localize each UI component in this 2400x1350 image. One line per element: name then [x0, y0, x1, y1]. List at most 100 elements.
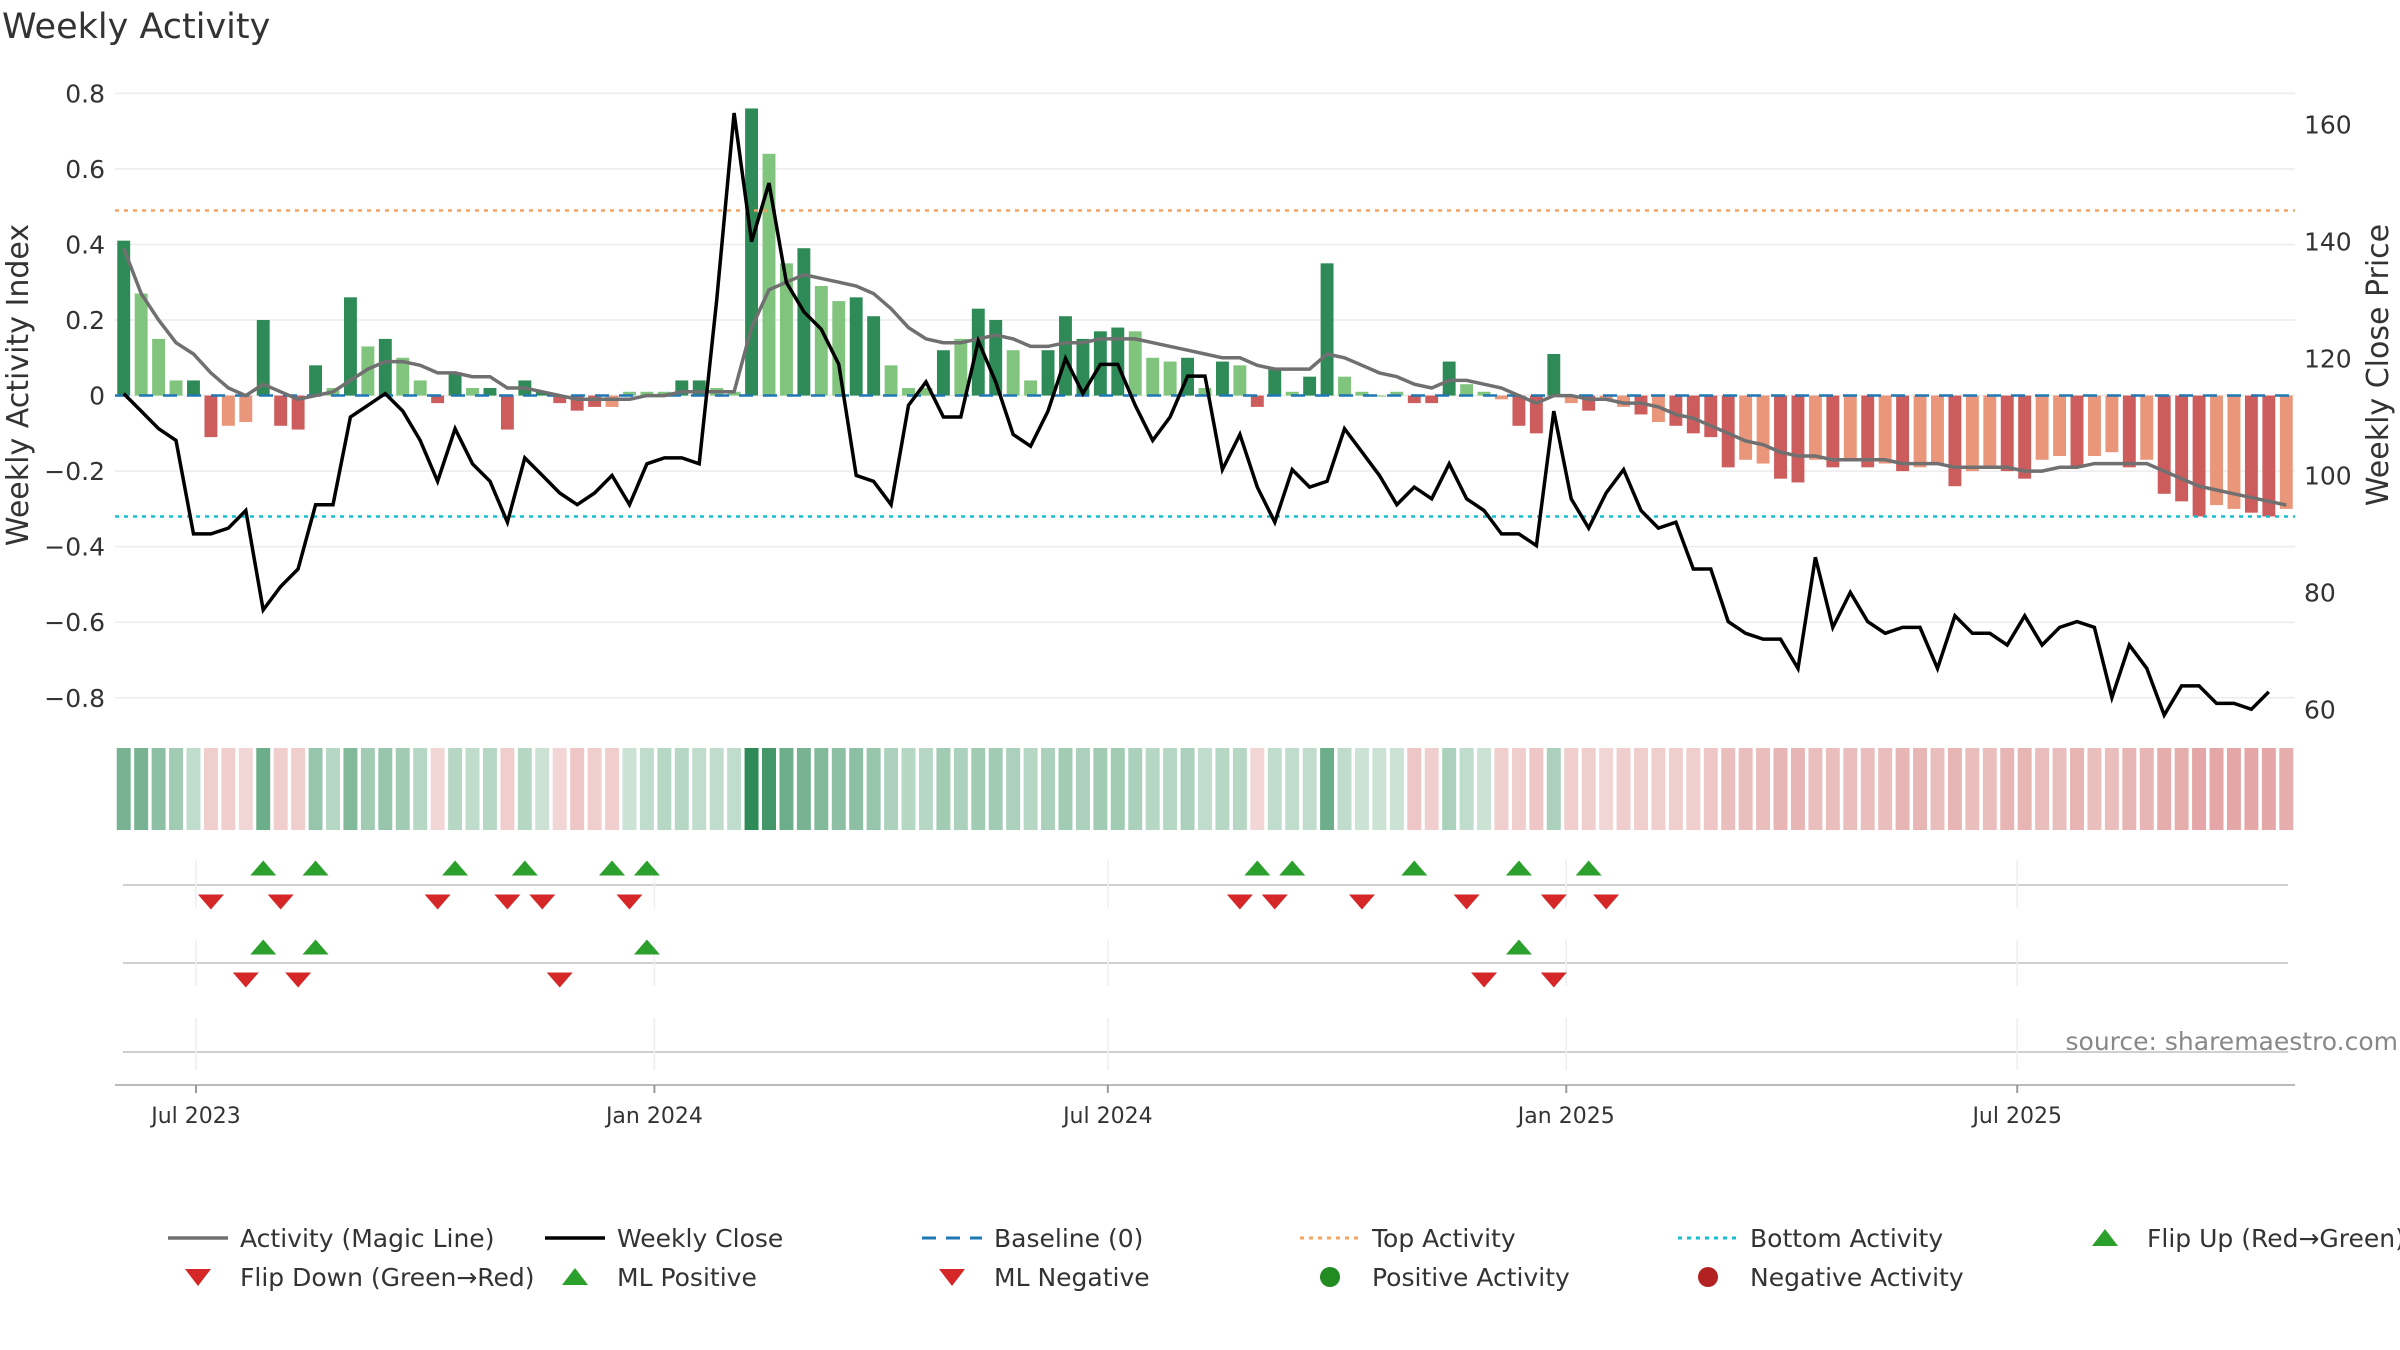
strip-cell — [1128, 748, 1143, 830]
activity-bar — [2279, 395, 2293, 509]
ml-negative-marker — [1540, 972, 1567, 988]
activity-bar — [483, 388, 497, 396]
x-tick-label: Jan 2024 — [604, 1104, 703, 1129]
flip-down-marker — [494, 894, 521, 910]
activity-bar — [1076, 338, 1090, 396]
strip-cell — [1389, 748, 1404, 830]
flip-up-marker — [511, 860, 538, 876]
activity-bar — [396, 357, 410, 396]
strip-cell — [2070, 748, 2084, 830]
strip-cell — [849, 748, 864, 830]
strip-cell — [1564, 748, 1579, 830]
legend-swatch — [1698, 1267, 1718, 1287]
strip-cell — [308, 748, 323, 830]
strip-cell — [1651, 748, 1666, 830]
activity-bar — [413, 380, 427, 396]
y2-tick-label: 140 — [2304, 228, 2352, 257]
legend-item: Positive Activity — [1320, 1263, 1570, 1292]
activity-bar — [1215, 361, 1229, 396]
flip-panel — [123, 860, 2288, 1070]
activity-bar — [431, 395, 445, 404]
y-tick-label: 0.2 — [65, 306, 105, 335]
activity-bar — [1442, 361, 1456, 396]
activity-bar — [1198, 388, 1212, 396]
legend-swatch — [2092, 1229, 2118, 1246]
strip-cell — [1756, 748, 1771, 830]
activity-bar — [2140, 395, 2154, 460]
y-tick-label: 0.6 — [65, 155, 105, 184]
strip-cell — [1180, 748, 1195, 830]
activity-bar — [1634, 395, 1648, 415]
activity-bar — [1268, 369, 1282, 396]
activity-bar — [1460, 384, 1474, 396]
strip-cell — [413, 748, 428, 830]
activity-bar — [1808, 395, 1822, 460]
ml-negative-marker — [1471, 972, 1498, 988]
legend-item: Flip Down (Green→Red) — [185, 1263, 535, 1292]
flip-down-marker — [616, 894, 643, 910]
activity-bar — [1390, 391, 1404, 396]
strip-cell — [1721, 748, 1736, 830]
strip-cell — [151, 748, 166, 830]
strip-cell — [831, 748, 846, 830]
activity-bar — [2244, 395, 2258, 513]
ml-positive-marker — [633, 939, 660, 955]
activity-bar — [745, 108, 759, 396]
legend-swatch — [562, 1268, 588, 1285]
weekly-close-line — [122, 112, 2271, 720]
activity-bar — [605, 395, 619, 407]
strip-cell — [221, 748, 236, 830]
legend-label: Bottom Activity — [1750, 1224, 1943, 1253]
strip-cell — [1372, 748, 1387, 830]
strip-cell — [674, 748, 689, 830]
activity-bar — [239, 395, 253, 422]
activity-bar — [1407, 395, 1421, 404]
strip-cell — [1041, 748, 1056, 830]
x-axis: Jul 2023 Jan 2024 Jul 2024 Jan 2025 Jul 2025 — [115, 1084, 2295, 1129]
legend-label: ML Negative — [994, 1263, 1150, 1292]
strip-cell — [779, 748, 794, 830]
magic-line — [122, 247, 2287, 507]
strip-cell — [953, 748, 968, 830]
activity-bar — [867, 316, 881, 396]
activity-bar — [1338, 376, 1351, 396]
activity-bar — [1425, 395, 1439, 404]
legend-label: Top Activity — [1371, 1224, 1516, 1253]
strip-cell — [2157, 748, 2172, 830]
activity-bar — [1320, 263, 1334, 396]
flip-up-marker — [1279, 860, 1306, 876]
x-tick-label: Jan 2025 — [1516, 1104, 1615, 1129]
strip-cell — [1075, 748, 1090, 830]
y-tick-label: −0.4 — [44, 533, 105, 562]
flip-down-marker — [424, 894, 451, 910]
strip-cell — [1232, 748, 1247, 830]
strip-cell — [1843, 748, 1858, 830]
strip-cell — [1738, 748, 1753, 830]
legend-swatch — [939, 1269, 965, 1286]
strip-cell — [570, 748, 585, 830]
activity-bar — [727, 391, 741, 396]
legend-item: ML Positive — [562, 1263, 757, 1292]
activity-bar — [2192, 395, 2206, 517]
activity-bar — [1303, 376, 1317, 396]
legend-item: Weekly Close — [545, 1224, 783, 1253]
strip-cell — [1581, 748, 1596, 830]
strip-cell — [2052, 748, 2067, 830]
activity-bar — [779, 263, 793, 396]
ml-negative-marker — [285, 972, 312, 988]
activity-bar — [1024, 380, 1038, 396]
legend-item: Baseline (0) — [922, 1224, 1143, 1253]
strip-cell — [1703, 748, 1718, 830]
activity-bar — [2227, 395, 2241, 509]
strip-cell — [2104, 748, 2119, 830]
activity-bar — [448, 372, 462, 396]
legend-label: Flip Down (Green→Red) — [240, 1263, 535, 1292]
activity-bar — [152, 338, 166, 396]
activity-bar — [134, 293, 148, 396]
strip-cell — [762, 748, 776, 830]
activity-bar — [640, 391, 654, 396]
activity-bar — [1843, 395, 1857, 460]
flip-up-marker — [442, 860, 469, 876]
legend-label: Flip Up (Red→Green) — [2147, 1224, 2400, 1253]
strip-cell — [1686, 748, 1701, 830]
